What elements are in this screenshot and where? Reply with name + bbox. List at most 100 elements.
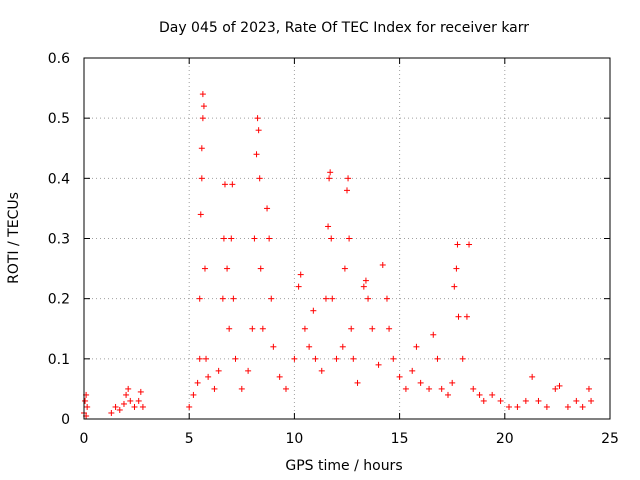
data-point [322, 295, 329, 302]
data-point [196, 355, 203, 362]
data-point [198, 145, 205, 152]
data-point [564, 403, 571, 410]
data-point [203, 355, 210, 362]
data-point [348, 325, 355, 332]
data-point [226, 325, 233, 332]
x-tick-label: 20 [496, 431, 514, 447]
data-point [224, 265, 231, 272]
data-point [291, 355, 298, 362]
data-point [131, 403, 138, 410]
data-point [396, 373, 403, 380]
data-point [108, 409, 115, 416]
data-point [264, 205, 271, 212]
data-point [426, 385, 433, 392]
data-point [369, 325, 376, 332]
data-point [375, 361, 382, 368]
data-point [480, 397, 487, 404]
data-point [120, 400, 127, 407]
data-point [251, 235, 258, 242]
data-point [341, 265, 348, 272]
data-point [333, 355, 340, 362]
y-tick-label: 0.4 [48, 171, 70, 187]
data-point [127, 397, 134, 404]
data-point [205, 373, 212, 380]
data-point [325, 223, 332, 230]
data-point [194, 379, 201, 386]
data-point [329, 295, 336, 302]
data-point [211, 385, 218, 392]
data-point [438, 385, 445, 392]
data-point [535, 397, 542, 404]
data-point [453, 265, 460, 272]
data-point [310, 307, 317, 314]
data-point [543, 403, 550, 410]
data-point [199, 115, 206, 122]
data-point [268, 295, 275, 302]
data-point [190, 391, 197, 398]
data-point [522, 397, 529, 404]
data-point [466, 241, 473, 248]
axis-ticks: 0 5 10 15 20 25 0 0.1 0.2 0.3 0.4 0.5 0.6 [48, 51, 619, 447]
y-tick-label: 0.1 [48, 352, 70, 368]
data-point [354, 379, 361, 386]
data-point [326, 175, 333, 182]
y-axis-label: ROTI / TECUs [6, 192, 22, 284]
data-point [139, 403, 146, 410]
data-point [255, 127, 262, 134]
data-point [459, 355, 466, 362]
chart-title: Day 045 of 2023, Rate Of TEC Index for r… [159, 20, 529, 36]
data-point [454, 241, 461, 248]
data-point [186, 403, 193, 410]
data-point [556, 382, 563, 389]
data-point [383, 295, 390, 302]
data-point [270, 343, 277, 350]
data-point [197, 211, 204, 218]
data-point [390, 355, 397, 362]
data-point [434, 355, 441, 362]
data-point [413, 343, 420, 350]
data-point [245, 367, 252, 374]
data-point [409, 367, 416, 374]
data-point [430, 331, 437, 338]
data-point [455, 313, 462, 320]
data-point [276, 373, 283, 380]
data-point [200, 103, 207, 110]
data-point [230, 295, 237, 302]
x-tick-label: 10 [285, 431, 303, 447]
data-point [301, 325, 308, 332]
data-point [386, 325, 393, 332]
data-point [125, 385, 132, 392]
data-point [497, 397, 504, 404]
data-point [444, 391, 451, 398]
y-tick-label: 0.3 [48, 232, 70, 248]
data-point [514, 403, 521, 410]
data-point [84, 403, 91, 410]
data-point [253, 151, 260, 158]
y-tick-label: 0 [61, 412, 70, 428]
data-point [529, 373, 536, 380]
data-point [573, 397, 580, 404]
data-point [228, 235, 235, 242]
data-point [379, 261, 386, 268]
data-point [306, 343, 313, 350]
data-point [266, 235, 273, 242]
y-tick-label: 0.2 [48, 292, 70, 308]
y-tick-label: 0.6 [48, 51, 70, 67]
data-point [297, 271, 304, 278]
data-point [254, 115, 261, 122]
data-point [579, 403, 586, 410]
data-point [257, 265, 264, 272]
data-point [360, 283, 367, 290]
data-point [82, 397, 89, 404]
data-point [137, 388, 144, 395]
data-point [451, 283, 458, 290]
data-point [232, 355, 239, 362]
data-point [552, 385, 559, 392]
data-point [112, 403, 119, 410]
data-point [135, 397, 142, 404]
data-point [318, 367, 325, 374]
data-point [249, 325, 256, 332]
data-point [282, 385, 289, 392]
data-point [256, 175, 263, 182]
